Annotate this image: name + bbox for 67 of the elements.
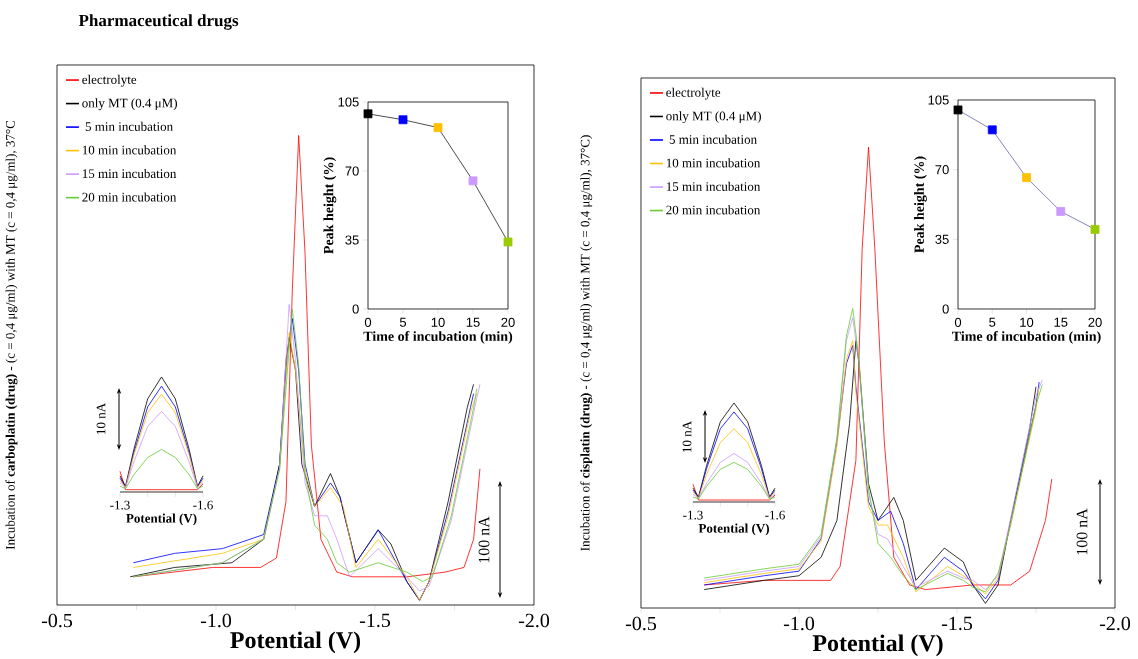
annotation: 10 nA xyxy=(682,421,692,452)
y-tick-label: 0 xyxy=(942,304,949,314)
y-axis-title: Incubation of carboplatin (drug) - (c = 0,4 μg/ml) with MT (c = 0,4 μg/ml), 37°C xyxy=(5,120,18,550)
point xyxy=(1056,207,1066,216)
x-tick-label: -2.0 xyxy=(518,613,550,628)
legend-label: only MT (0.4 μM) xyxy=(82,98,177,111)
x-axis-title: Potential (V) xyxy=(230,631,361,654)
legend-label: 10 min incubation xyxy=(82,145,177,155)
x-tick-label: 10 xyxy=(1020,317,1034,327)
point xyxy=(398,115,408,125)
y-tick-label: 105 xyxy=(928,95,949,105)
legend-label: electrolyte xyxy=(82,74,137,87)
x-tick-label: -1.0 xyxy=(783,616,815,631)
x-tick-label: 0 xyxy=(954,317,962,327)
x-tick-label: -1.3 xyxy=(110,500,130,510)
legend-label: 20 min incubation xyxy=(82,192,177,202)
x-tick-label: -1.6 xyxy=(193,500,213,510)
y-tick-label: 35 xyxy=(345,235,359,245)
x-tick-label: 20 xyxy=(1088,317,1102,327)
x-tick-label: 5 xyxy=(989,317,996,327)
y-axis-title: Incubation of cisplatin (drug) - (c = 0,4 μg/ml) with MT (c = 0,4 μg/ml), 37°C) xyxy=(580,135,593,551)
x-axis-title: Time of incubation (min) xyxy=(951,330,1101,344)
chart-title: Pharmaceutical drugs xyxy=(78,14,239,30)
legend-label: 15 min incubation xyxy=(82,168,177,179)
x-tick-label: 5 xyxy=(399,317,407,327)
x-tick-label: 20 xyxy=(501,317,515,327)
x-tick-label: -1.6 xyxy=(765,510,785,520)
legend-label: 10 min incubation xyxy=(666,158,761,168)
legend-label: 15 min incubation xyxy=(666,181,761,191)
x-axis-title: Potential (V) xyxy=(126,513,197,526)
y-tick-label: 70 xyxy=(345,166,359,176)
point xyxy=(987,125,997,135)
legend-label: electrolyte xyxy=(666,87,721,100)
point xyxy=(363,109,373,119)
x-tick-label: -1.3 xyxy=(683,510,703,520)
x-axis-title: Potential (V) xyxy=(812,634,943,657)
y-tick-label: 35 xyxy=(935,234,949,244)
x-tick-label: -0.5 xyxy=(41,613,73,628)
x-tick-label: -0.5 xyxy=(625,616,657,631)
x-tick-label: 15 xyxy=(1054,317,1068,327)
y-tick-label: 0 xyxy=(352,304,359,314)
x-tick-label: -2.0 xyxy=(1099,616,1131,631)
legend-label: only MT (0.4 μM) xyxy=(666,111,761,124)
point xyxy=(1090,224,1100,234)
legend-label: 5 min incubation xyxy=(669,134,757,144)
legend-label: 20 min incubation xyxy=(666,205,761,215)
annotation: 100 nA xyxy=(478,516,490,563)
x-tick-label: -1.5 xyxy=(941,616,973,631)
x-tick-label: 0 xyxy=(364,317,372,327)
point xyxy=(1022,173,1031,183)
x-tick-label: 10 xyxy=(431,317,445,327)
point xyxy=(953,105,963,115)
x-tick-label: 15 xyxy=(466,317,480,327)
annotation: 10 nA xyxy=(96,403,106,434)
y-tick-label: 105 xyxy=(338,97,359,107)
x-axis-title: Potential (V) xyxy=(698,523,769,536)
x-tick-label: -1.0 xyxy=(200,613,232,628)
y-axis-title: Peak height (%) xyxy=(914,156,927,253)
annotation: 100 nA xyxy=(1076,508,1088,555)
x-axis-title: Time of incubation (min) xyxy=(363,330,513,344)
legend-label: 5 min incubation xyxy=(85,121,173,131)
point xyxy=(468,176,478,186)
point xyxy=(503,237,513,247)
y-tick-label: 70 xyxy=(935,165,949,175)
x-tick-label: -1.5 xyxy=(359,613,391,628)
y-axis-title: Peak height (%) xyxy=(323,157,337,254)
point xyxy=(433,123,443,133)
